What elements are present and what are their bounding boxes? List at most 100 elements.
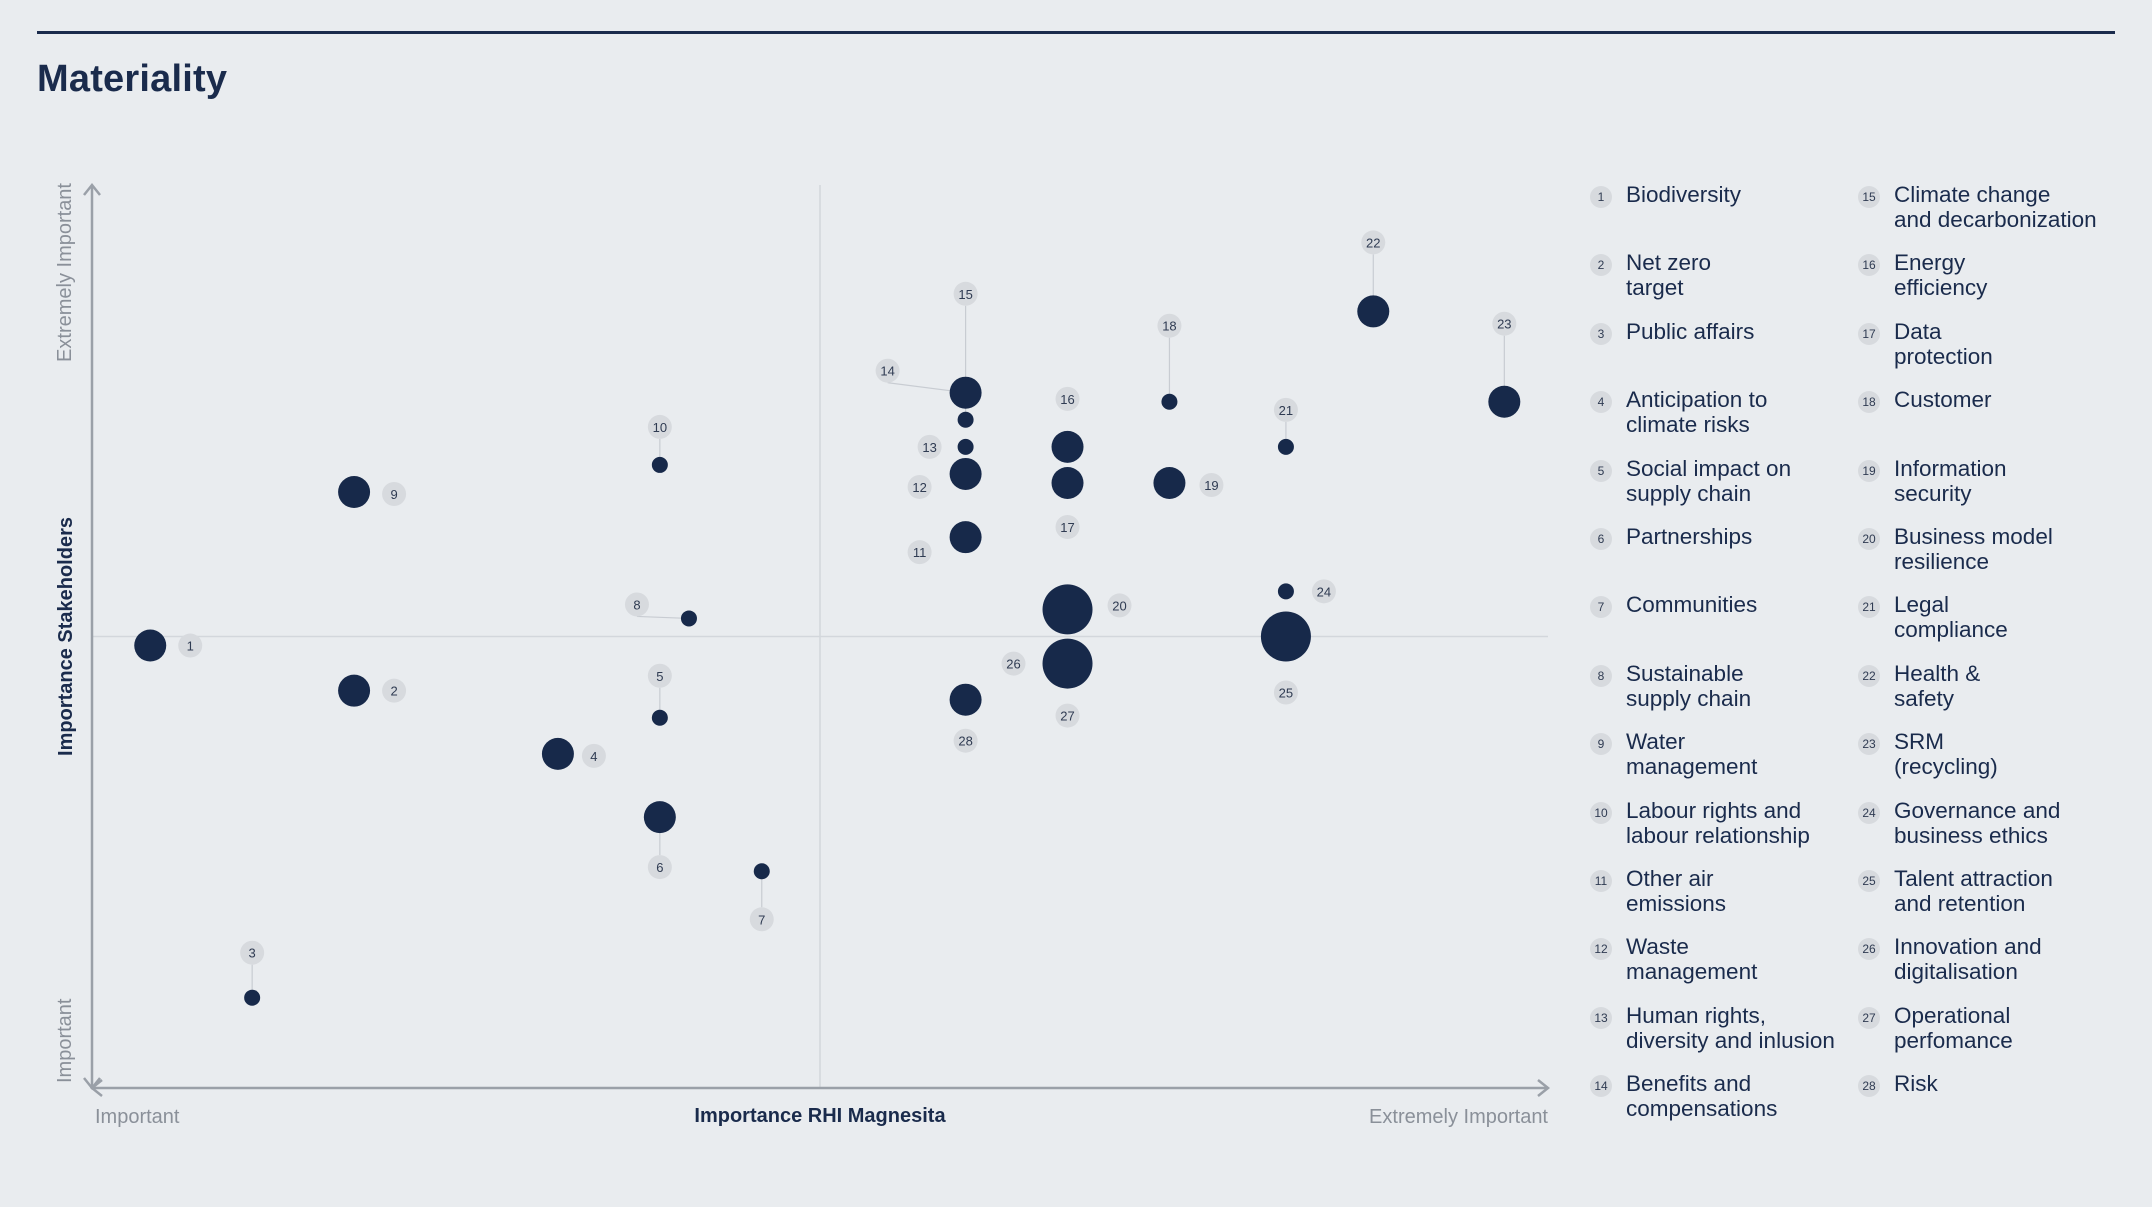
- legend-label: Waste management: [1626, 934, 1758, 985]
- bubble-4: [541, 737, 574, 770]
- point-label-8: 8: [633, 597, 640, 612]
- legend-badge: 17: [1858, 322, 1880, 345]
- legend-item-28: 28 Risk: [1858, 1069, 2123, 1129]
- legend-label: Customer: [1894, 387, 1992, 413]
- legend-label: Biodiversity: [1626, 182, 1742, 207]
- point-label-28: 28: [958, 734, 972, 749]
- legend-badge: 27: [1858, 1006, 1880, 1029]
- legend-badge: 2: [1590, 254, 1612, 277]
- point-badge-4: [581, 743, 606, 768]
- legend-item-25: 25 Talent attraction and retention: [1858, 864, 2123, 924]
- point-label-18: 18: [1162, 319, 1176, 334]
- legend-badge: 14: [1590, 1075, 1612, 1098]
- legend-item-23: 23 SRM (recycling): [1858, 727, 2123, 787]
- bubble-11: [949, 521, 982, 554]
- legend-item-6: 6 Partnerships: [1590, 522, 1855, 582]
- point-label-20: 20: [1112, 598, 1126, 613]
- bubble-20: [1042, 584, 1093, 635]
- legend-label: Water management: [1626, 729, 1758, 780]
- point-label-17: 17: [1060, 520, 1074, 535]
- point-badge-19: [1199, 472, 1224, 497]
- point-label-7: 7: [758, 912, 765, 927]
- legend-label: Innovation and digitalisation: [1894, 934, 2042, 985]
- legend-label: Data protection: [1894, 318, 1993, 369]
- bubble-25: [1260, 611, 1311, 662]
- point-label-12: 12: [912, 480, 926, 495]
- legend-badge: 8: [1590, 664, 1612, 687]
- point-label-4: 4: [590, 749, 597, 764]
- point-badge-7: [749, 907, 774, 932]
- bubble-6: [643, 801, 676, 834]
- legend-badge: 5: [1590, 459, 1612, 482]
- legend-badge: 1: [1590, 186, 1612, 208]
- point-badge-2: [382, 678, 407, 703]
- bubble-13: [957, 438, 974, 455]
- bubble-8: [680, 610, 697, 627]
- point-label-10: 10: [653, 420, 667, 435]
- legend-label: Communities: [1626, 592, 1758, 618]
- legend-label: Public affairs: [1626, 318, 1755, 344]
- legend-badge: 6: [1590, 528, 1612, 550]
- legend-item-27: 27 Operational perfomance: [1858, 1001, 2123, 1061]
- legend-label: Governance and business ethics: [1894, 797, 2061, 848]
- bubble-15: [957, 411, 974, 428]
- top-rule: [37, 31, 2115, 34]
- legend-badge: 9: [1590, 733, 1612, 756]
- y-tick-high: Extremely Important: [54, 183, 76, 362]
- legend-item-10: 10 Labour rights and labour relationship: [1590, 796, 1855, 856]
- bubble-24: [1277, 583, 1294, 600]
- x-axis-arrow-left: [89, 1079, 103, 1097]
- legend-item-18: 18 Customer: [1858, 385, 2123, 445]
- legend-label: Talent attraction and retention: [1894, 866, 2053, 916]
- legend-label: Other air emissions: [1626, 866, 1727, 916]
- legend-item-4: 4 Anticipation to climate risks: [1590, 385, 1855, 445]
- point-badge-1: [178, 633, 203, 658]
- bubble-3: [244, 989, 261, 1006]
- point-label-11: 11: [913, 545, 927, 560]
- point-badge-11: [907, 540, 932, 565]
- legend-label: Business model resilience: [1894, 524, 2053, 574]
- point-badge-20: [1107, 593, 1132, 618]
- legend-label: Labour rights and labour relationship: [1626, 797, 1810, 848]
- legend-badge: 4: [1590, 391, 1612, 414]
- legend-item-3: 3 Public affairs: [1590, 317, 1855, 377]
- point-badge-23: [1492, 311, 1517, 336]
- legend-badge: 3: [1590, 322, 1612, 345]
- point-badge-9: [382, 482, 407, 507]
- point-label-23: 23: [1497, 317, 1511, 332]
- point-label-13: 13: [922, 440, 936, 455]
- bubble-16: [1051, 430, 1084, 463]
- point-label-6: 6: [656, 860, 663, 875]
- bubble-19: [1153, 466, 1186, 499]
- legend-badge: 12: [1590, 938, 1612, 961]
- bubble-9: [338, 476, 371, 509]
- legend-label: Social impact on supply chain: [1626, 455, 1792, 506]
- legend-item-21: 21 Legal compliance: [1858, 590, 2123, 650]
- y-axis-label: Importance Stakeholders: [55, 517, 77, 756]
- bubble-2: [338, 674, 371, 707]
- x-tick-low: Important: [95, 1106, 180, 1128]
- point-badge-13: [917, 434, 942, 459]
- point-label-15: 15: [958, 287, 972, 302]
- bubble-27: [1042, 638, 1093, 689]
- legend-badge: 26: [1858, 938, 1880, 961]
- legend-item-24: 24 Governance and business ethics: [1858, 796, 2123, 856]
- bubble-10: [651, 456, 668, 473]
- bubble-22: [1357, 295, 1390, 328]
- legend-badge: 19: [1858, 459, 1880, 482]
- legend-label: Sustainable supply chain: [1626, 660, 1752, 711]
- point-badge-24: [1311, 579, 1336, 604]
- legend-label: Risk: [1894, 1071, 1938, 1097]
- bubble-7: [753, 863, 770, 880]
- legend-badge: 16: [1858, 254, 1880, 277]
- point-label-2: 2: [390, 684, 397, 699]
- point-label-5: 5: [656, 669, 663, 684]
- legend-badge: 25: [1858, 870, 1880, 892]
- point-badge-6: [647, 855, 672, 880]
- legend: 1 Biodiversity 2 Net zero target 3 Public aff…: [1590, 180, 2130, 1140]
- legend-badge: 15: [1858, 186, 1880, 208]
- point-badge-17: [1055, 514, 1080, 539]
- point-badge-22: [1361, 230, 1386, 255]
- bubble-28: [949, 683, 982, 716]
- legend-item-15: 15 Climate change and decarbonization: [1858, 180, 2123, 240]
